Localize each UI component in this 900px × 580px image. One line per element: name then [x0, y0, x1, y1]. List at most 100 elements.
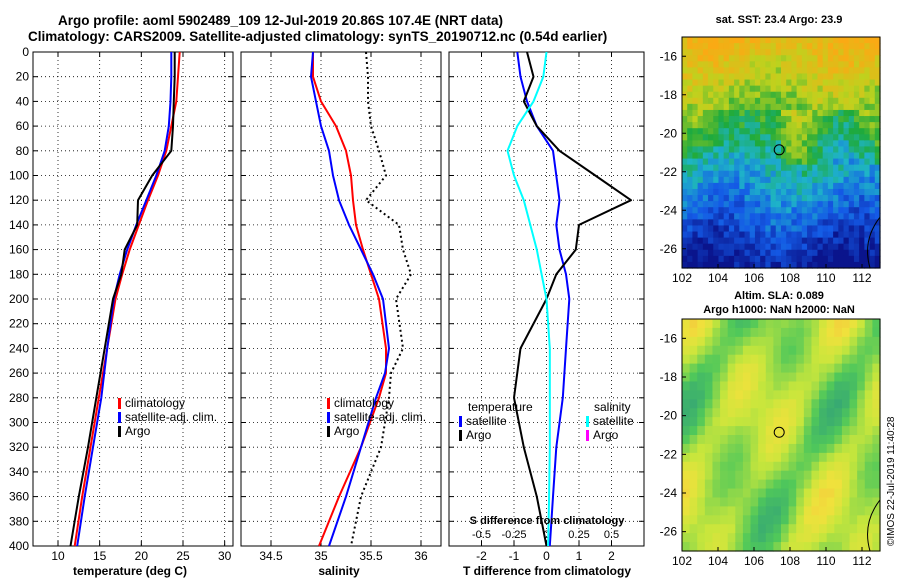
sst-map-cell: [781, 140, 787, 148]
sst-map-cell: [807, 61, 813, 68]
sla-map-cell: [796, 452, 805, 463]
sst-map-cell: [859, 195, 865, 202]
sla-map-cell: [841, 479, 851, 490]
sst-map-cell: [728, 122, 735, 129]
sst-map-cell: [853, 49, 860, 56]
salinity-legend-swatch: [327, 426, 330, 437]
sla-map-cell: [826, 506, 835, 516]
sla-map-cell: [712, 533, 721, 543]
sla-map-cell: [735, 381, 744, 391]
sst-map-cell: [723, 61, 730, 68]
sst-map-cell: [801, 261, 808, 269]
sst-map-cell: [739, 207, 746, 214]
sst-map-cell: [744, 158, 751, 166]
sla-map-cell: [750, 319, 759, 329]
sst-map-cell: [749, 128, 756, 135]
sst-map-cell: [760, 91, 766, 99]
sst-map-cell: [713, 91, 720, 99]
depth-tick-label: 380: [9, 514, 29, 528]
sst-map-cell: [734, 182, 740, 190]
sst-map-cell: [702, 195, 709, 202]
sst-map-cell: [718, 182, 725, 190]
sst-map-cell: [749, 116, 756, 123]
sst-map-cell: [765, 158, 772, 166]
sst-map-cell: [728, 37, 735, 44]
sst-map-cell: [833, 79, 839, 87]
sst-map-cell: [754, 128, 761, 135]
sst-map-cell: [848, 146, 855, 154]
sla-map-cell: [826, 479, 835, 490]
sst-map-cell: [833, 116, 839, 123]
sst-map-cell: [859, 182, 865, 190]
salinity-xtick-label: 34.5: [259, 549, 283, 563]
sst-map-cell: [682, 182, 688, 190]
sla-map-cell: [834, 417, 843, 427]
sst-map-coastline: [867, 216, 881, 269]
sst-map-cell: [775, 237, 782, 245]
sst-map-cell: [869, 255, 876, 263]
sst-map-cell: [760, 85, 766, 93]
sla-map-cell: [758, 345, 767, 356]
sst-map-cell: [801, 122, 808, 129]
sst-map-cell: [713, 195, 720, 202]
sla-map-axes-box: [681, 318, 881, 552]
sst-map-cell: [702, 188, 709, 196]
sst-map-cell: [760, 261, 766, 269]
sst-map-cell: [734, 146, 740, 154]
sst-map-cell: [682, 261, 688, 269]
sst-map-cell: [838, 158, 845, 166]
sst-map-cell: [692, 55, 699, 62]
sst-map-cell: [838, 91, 845, 99]
sst-map-cell: [827, 140, 834, 148]
sst-map-cell: [812, 164, 819, 172]
sla-map-cell: [712, 470, 721, 481]
sla-map-cell: [735, 470, 744, 481]
sst-map-cell: [807, 158, 813, 166]
sst-map-cell: [739, 79, 746, 87]
sla-map-cell: [689, 354, 698, 365]
sst-map-cell: [754, 43, 761, 50]
sst-map-cell: [848, 213, 855, 220]
sla-map-cell: [857, 488, 866, 499]
sst-map-cell: [708, 49, 714, 56]
sst-map-cell: [734, 213, 740, 220]
sst-map-cell: [812, 49, 819, 56]
sla-map-cell: [697, 381, 706, 391]
sst-map-cell: [864, 134, 871, 141]
sla-map-cell: [781, 390, 790, 400]
sst-map-cell: [822, 182, 829, 190]
sst-map-cell: [838, 49, 845, 56]
sst-map-cell: [796, 67, 803, 75]
sst-map-cell: [801, 116, 808, 123]
sst-map-cell: [692, 237, 699, 245]
sla-map-cell: [781, 542, 790, 552]
sst-map-ytick-label: -22: [660, 165, 678, 179]
sst-map-cell: [807, 152, 813, 160]
sst-map-cell: [749, 237, 756, 245]
sst-map-cell: [739, 231, 746, 239]
sst-map-cell: [749, 134, 756, 141]
sst-map-cell: [822, 91, 829, 99]
sst-map-cell: [838, 55, 845, 62]
sla-map-cell: [697, 336, 706, 347]
sla-map-cell: [742, 435, 752, 445]
sst-map-cell: [848, 243, 855, 251]
sla-map-cell: [765, 479, 774, 490]
sst-map-cell: [775, 249, 782, 257]
sst-map-cell: [760, 188, 766, 196]
sla-map-cell: [727, 542, 736, 552]
sst-map-cell: [723, 146, 730, 154]
sst-map-cell: [754, 103, 761, 111]
sst-map-cell: [791, 61, 798, 68]
sst-map-cell: [708, 85, 714, 93]
sst-map-cell: [749, 207, 756, 214]
sst-map-cell: [827, 237, 834, 245]
sst-map-cell: [754, 152, 761, 160]
sst-map-cell: [833, 37, 839, 44]
sst-map-cell: [833, 97, 839, 105]
sst-map-cell: [812, 43, 819, 50]
sst-map-cell: [754, 243, 761, 251]
sla-map-cell: [796, 372, 805, 383]
sla-map-cell: [849, 354, 858, 365]
sst-map-cell: [739, 164, 746, 172]
